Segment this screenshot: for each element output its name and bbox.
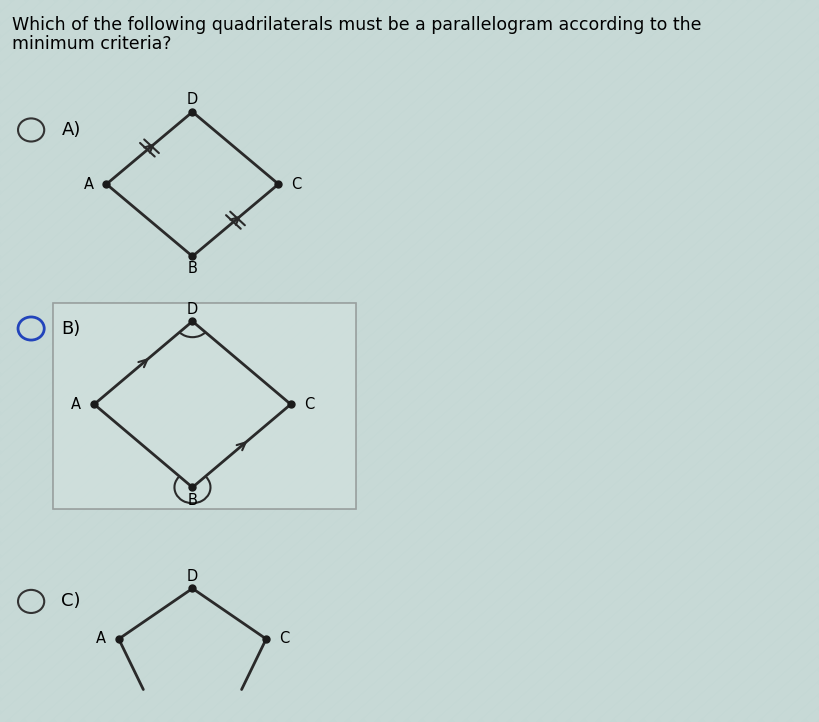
Text: C): C) [61, 593, 81, 610]
Text: A: A [96, 632, 106, 646]
Text: C: C [292, 177, 301, 191]
Text: D: D [187, 302, 198, 316]
Text: B): B) [61, 320, 81, 337]
Text: Which of the following quadrilaterals must be a parallelogram according to the: Which of the following quadrilaterals mu… [12, 16, 702, 34]
Text: C: C [304, 397, 314, 412]
Text: D: D [187, 92, 198, 107]
Text: A: A [71, 397, 81, 412]
Text: C: C [279, 632, 289, 646]
Text: D: D [187, 570, 198, 584]
Text: B: B [188, 493, 197, 508]
Text: A): A) [61, 121, 81, 139]
Text: B: B [188, 261, 197, 276]
Text: A: A [84, 177, 93, 191]
Text: minimum criteria?: minimum criteria? [12, 35, 172, 53]
Bar [53, 303, 356, 509]
